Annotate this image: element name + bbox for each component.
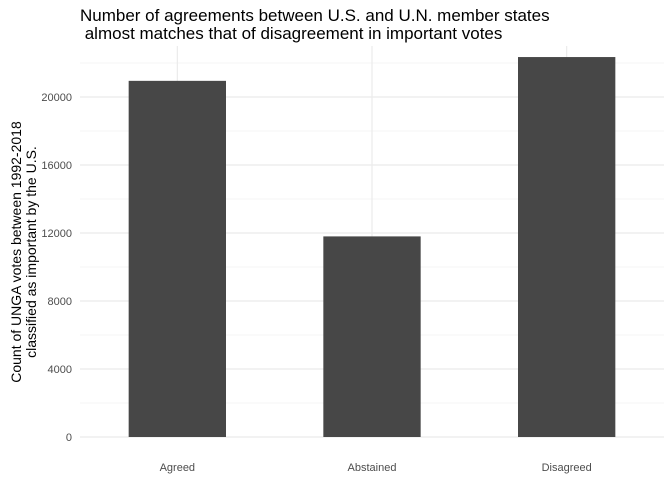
y-tick-label: 12000 [41, 228, 72, 240]
y-tick-label: 8000 [48, 296, 72, 308]
y-tick-label: 0 [66, 432, 72, 444]
bar-abstained [323, 236, 420, 437]
x-tick-label: Abstained [348, 462, 397, 474]
bar-disagreed [518, 57, 615, 437]
bar-agreed [129, 81, 226, 437]
x-tick-label: Disagreed [542, 462, 592, 474]
x-tick-label: Agreed [160, 462, 195, 474]
y-tick-label: 20000 [41, 92, 72, 104]
y-tick-label: 4000 [48, 364, 72, 376]
y-tick-label: 16000 [41, 160, 72, 172]
